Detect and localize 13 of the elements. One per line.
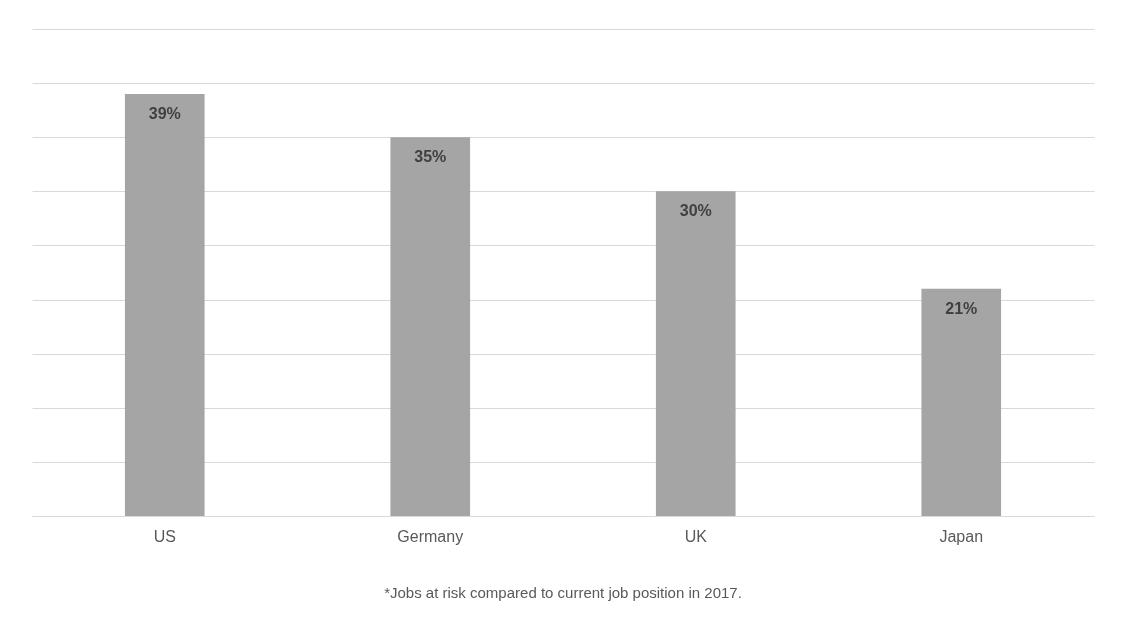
text: *Jobs at risk compared to current job position in 2017. <box>384 584 742 601</box>
bar <box>390 137 471 516</box>
x-tick-label: Japan <box>939 527 984 545</box>
x-tick-label: UK <box>684 527 708 545</box>
bar <box>921 288 1002 516</box>
bar <box>655 191 736 516</box>
x-tick-label: US <box>153 527 176 545</box>
data-label: 21% <box>945 299 978 317</box>
data-label: 39% <box>148 104 181 122</box>
bar <box>124 93 205 516</box>
x-tick-label: Germany <box>397 527 464 545</box>
data-label: 30% <box>679 202 712 220</box>
data-label: 35% <box>414 148 447 166</box>
